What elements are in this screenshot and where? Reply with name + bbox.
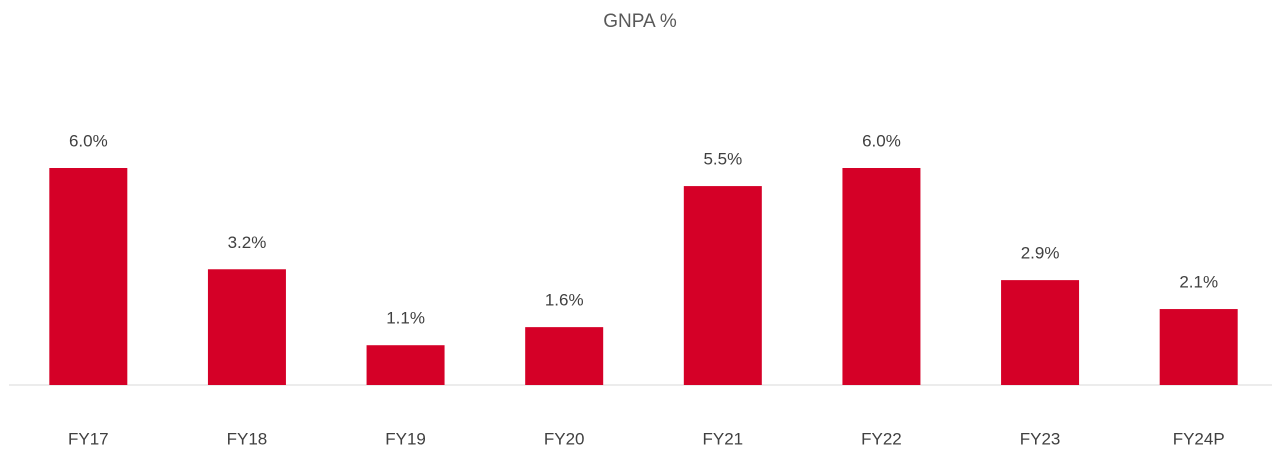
bar: [525, 327, 604, 385]
data-label: 6.0%: [862, 131, 901, 150]
bar: [366, 345, 445, 385]
chart-title: GNPA %: [603, 11, 677, 32]
data-label: 5.5%: [703, 150, 742, 169]
bar: [1159, 309, 1238, 385]
data-label: 1.6%: [545, 291, 584, 310]
x-tick-label: FY22: [861, 429, 902, 448]
bar: [1001, 280, 1080, 385]
x-tick-label: FY23: [1020, 429, 1061, 448]
x-tick-label: FY20: [544, 429, 585, 448]
data-label: 2.1%: [1179, 273, 1218, 292]
data-label: 2.9%: [1021, 244, 1060, 263]
x-tick-label: FY17: [68, 429, 109, 448]
x-tick-label: FY19: [385, 429, 426, 448]
data-label: 3.2%: [228, 233, 267, 252]
x-tick-label: FY21: [702, 429, 743, 448]
x-tick-label: FY24P: [1173, 429, 1225, 448]
x-tick-label: FY18: [227, 429, 268, 448]
bar: [207, 269, 286, 385]
bar: [49, 168, 128, 385]
data-label: 1.1%: [386, 309, 425, 328]
bar: [683, 186, 762, 385]
bar: [842, 168, 921, 385]
data-label: 6.0%: [69, 131, 108, 150]
